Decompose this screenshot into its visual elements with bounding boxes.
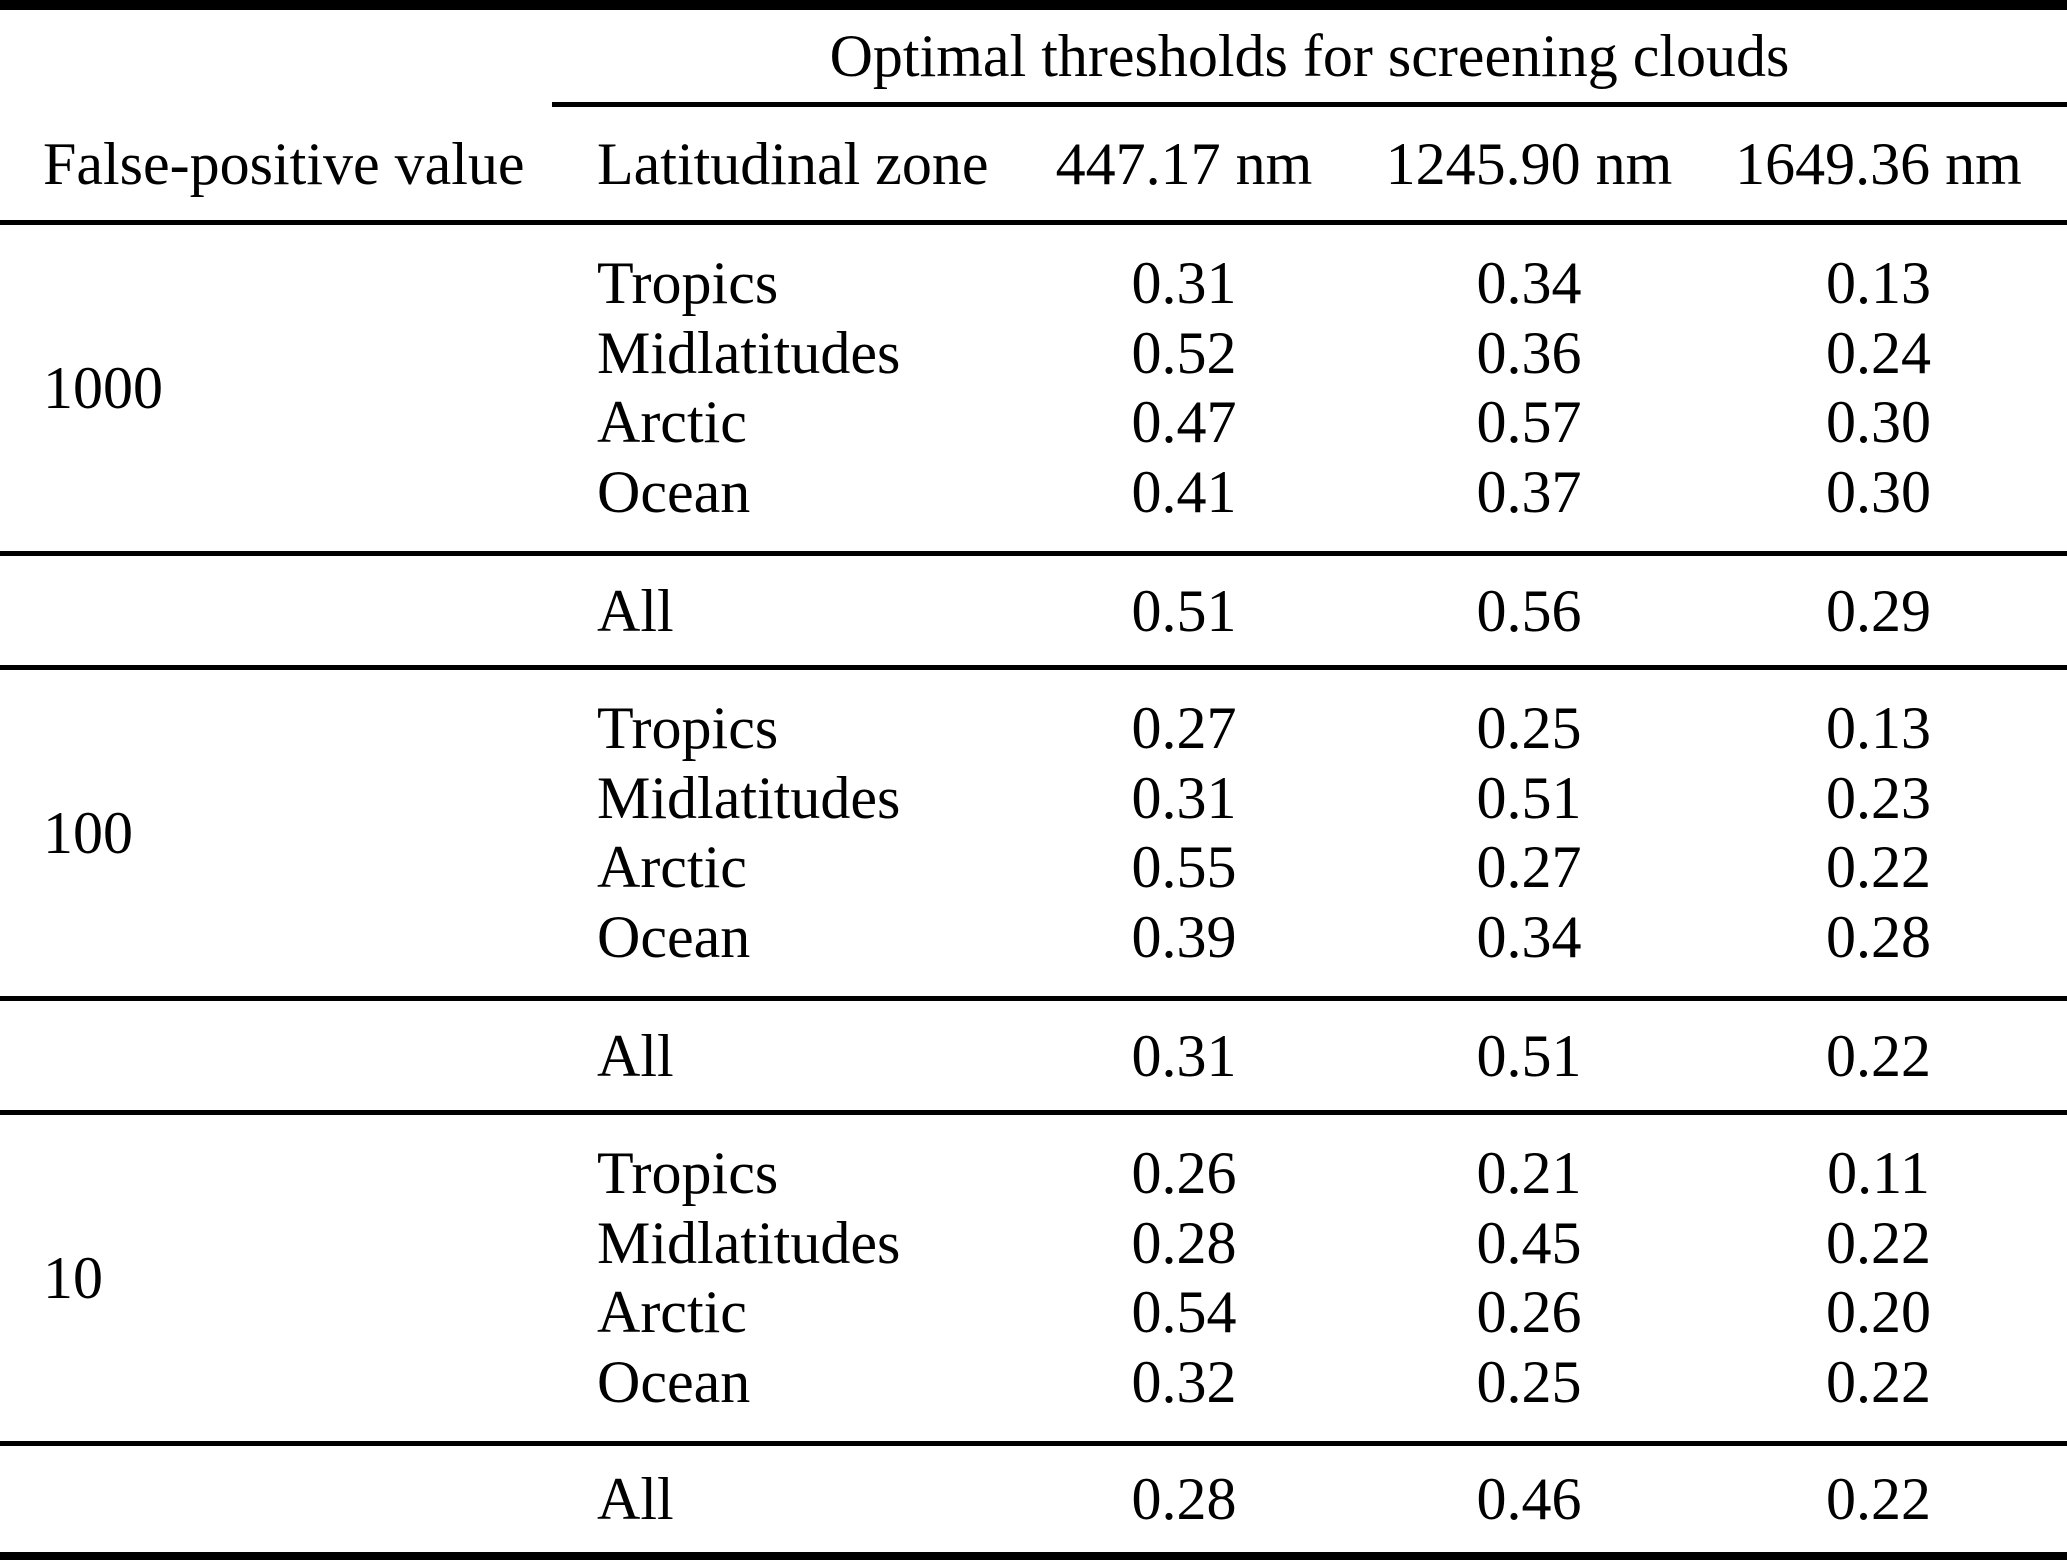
value-cell: 0.39: [1131, 904, 1237, 971]
zone-cell: Arctic: [597, 1279, 747, 1346]
table-row: Arctic 0.55 0.27 0.22: [0, 833, 2067, 903]
zone-cell: Arctic: [597, 834, 747, 901]
table-row: Arctic 0.47 0.57 0.30: [0, 388, 2067, 458]
value-cell: 0.46: [1476, 1466, 1582, 1532]
value-cell: 0.28: [1131, 1466, 1237, 1532]
false-positive-label: 1000: [43, 355, 163, 421]
value-cell: 0.45: [1476, 1209, 1582, 1276]
value-cell: 0.51: [1131, 577, 1237, 644]
zone-cell: Ocean: [597, 904, 751, 971]
table-row: Arctic 0.54 0.26 0.20: [0, 1278, 2067, 1348]
value-cell: 0.25: [1476, 1349, 1582, 1416]
zone-cell: Arctic: [597, 389, 747, 456]
value-cell: 0.36: [1476, 319, 1582, 386]
value-cell: 0.26: [1131, 1139, 1237, 1206]
value-cell: 0.31: [1131, 764, 1237, 831]
table-row: Ocean 0.41 0.37 0.30: [0, 457, 2067, 527]
value-cell: 0.56: [1476, 577, 1582, 644]
value-cell: 0.11: [1827, 1139, 1930, 1206]
zone-cell: Ocean: [597, 1349, 751, 1416]
value-cell: 0.28: [1826, 904, 1931, 971]
zone-cell: Midlatitudes: [597, 319, 901, 386]
zone-cell: Tropics: [597, 694, 779, 761]
table-row: Tropics 0.27 0.25 0.13: [0, 693, 2067, 763]
zone-cell: Midlatitudes: [597, 1209, 901, 1276]
value-cell: 0.31: [1131, 1022, 1237, 1089]
table-row: Midlatitudes 0.28 0.45 0.22: [0, 1208, 2067, 1278]
value-cell: 0.27: [1131, 694, 1237, 761]
value-cell: 0.57: [1476, 389, 1582, 456]
value-cell: 0.47: [1131, 389, 1237, 456]
value-cell: 0.54: [1131, 1279, 1237, 1346]
span-header-title: Optimal thresholds for screening clouds: [829, 23, 1790, 89]
all-row-1000: All 0.51 0.56 0.29: [0, 556, 2067, 670]
zone-cell: Ocean: [597, 459, 751, 526]
zone-cell: Tropics: [597, 249, 779, 316]
value-cell: 0.37: [1476, 459, 1582, 526]
col-header-wl3: 1649.36 nm: [1735, 130, 2022, 197]
value-cell: 0.20: [1826, 1279, 1931, 1346]
zone-cell: All: [597, 1466, 674, 1532]
value-cell: 0.24: [1826, 319, 1931, 386]
value-cell: 0.21: [1476, 1139, 1582, 1206]
value-cell: 0.51: [1476, 764, 1582, 831]
value-cell: 0.52: [1131, 319, 1237, 386]
group-100: 100 Tropics 0.27 0.25 0.13 Midlatitudes …: [0, 670, 2067, 1001]
value-cell: 0.34: [1476, 249, 1582, 316]
false-positive-label: 10: [43, 1245, 103, 1311]
value-cell: 0.13: [1826, 249, 1931, 316]
value-cell: 0.25: [1476, 694, 1582, 761]
value-cell: 0.29: [1826, 577, 1931, 644]
span-header-band: Optimal thresholds for screening clouds: [0, 10, 2067, 107]
table-row: Ocean 0.32 0.25 0.22: [0, 1347, 2067, 1417]
col-header-zone: Latitudinal zone: [597, 130, 989, 197]
value-cell: 0.13: [1826, 694, 1931, 761]
value-cell: 0.22: [1826, 1349, 1931, 1416]
col-header-wl1: 447.17 nm: [1055, 130, 1313, 197]
table-row: Midlatitudes 0.52 0.36 0.24: [0, 318, 2067, 388]
table-row: Ocean 0.39 0.34 0.28: [0, 902, 2067, 972]
value-cell: 0.55: [1131, 834, 1237, 901]
column-header-row: False-positive value Latitudinal zone 44…: [0, 107, 2067, 225]
group-10: 10 Tropics 0.26 0.21 0.11 Midlatitudes 0…: [0, 1115, 2067, 1446]
value-cell: 0.22: [1826, 1209, 1931, 1276]
value-cell: 0.41: [1131, 459, 1237, 526]
zone-cell: Tropics: [597, 1139, 779, 1206]
all-row-10: All 0.28 0.46 0.22: [0, 1446, 2067, 1552]
col-header-false-positive: False-positive value: [43, 130, 525, 197]
false-positive-label: 100: [43, 800, 133, 866]
value-cell: 0.30: [1826, 459, 1931, 526]
value-cell: 0.22: [1826, 1022, 1931, 1089]
table-row: Tropics 0.26 0.21 0.11: [0, 1138, 2067, 1208]
all-row-100: All 0.31 0.51 0.22: [0, 1001, 2067, 1115]
span-header-rule: Optimal thresholds for screening clouds: [552, 10, 2067, 107]
value-cell: 0.26: [1476, 1279, 1582, 1346]
value-cell: 0.28: [1131, 1209, 1237, 1276]
value-cell: 0.30: [1826, 389, 1931, 456]
zone-cell: All: [597, 577, 674, 644]
zone-cell: Midlatitudes: [597, 764, 901, 831]
table-row: Midlatitudes 0.31 0.51 0.23: [0, 763, 2067, 833]
value-cell: 0.31: [1131, 249, 1237, 316]
value-cell: 0.32: [1131, 1349, 1237, 1416]
group-1000: 1000 Tropics 0.31 0.34 0.13 Midlatitudes…: [0, 225, 2067, 556]
value-cell: 0.34: [1476, 904, 1582, 971]
value-cell: 0.51: [1476, 1022, 1582, 1089]
value-cell: 0.23: [1826, 764, 1931, 831]
zone-cell: All: [597, 1022, 674, 1089]
col-header-wl2: 1245.90 nm: [1385, 130, 1673, 197]
value-cell: 0.22: [1826, 834, 1931, 901]
value-cell: 0.22: [1826, 1466, 1931, 1532]
table-row: Tropics 0.31 0.34 0.13: [0, 248, 2067, 318]
value-cell: 0.27: [1476, 834, 1582, 901]
span-header-spacer: [0, 10, 552, 107]
